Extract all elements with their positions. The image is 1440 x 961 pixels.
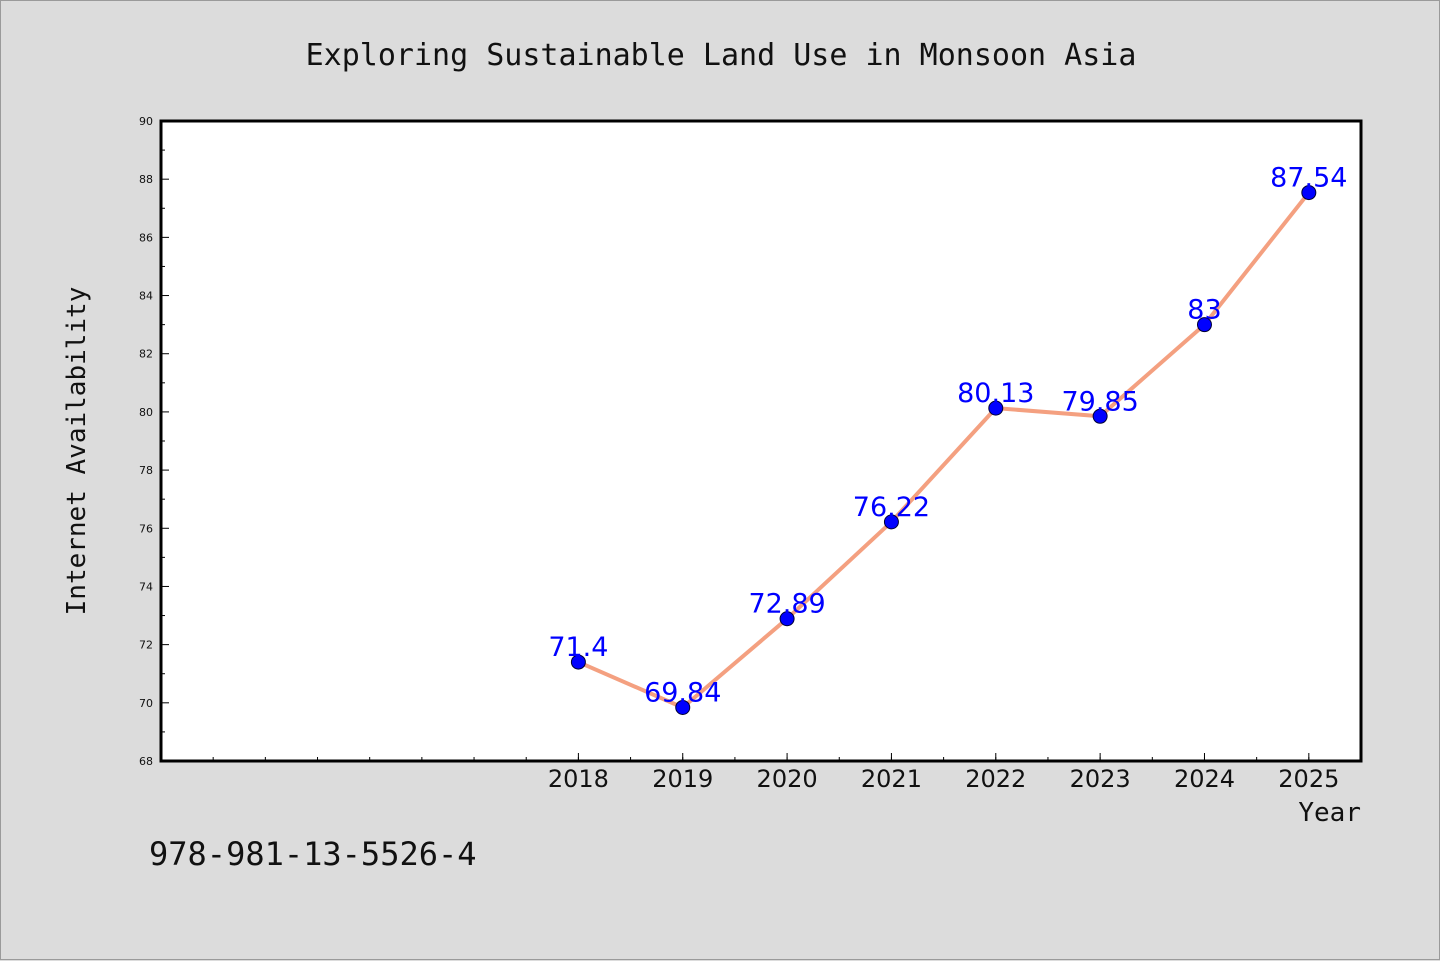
- data-label: 76.22: [853, 492, 930, 523]
- data-label: 72.89: [748, 589, 825, 620]
- data-point: [1301, 185, 1317, 201]
- x-tick-label: 2019: [652, 765, 713, 793]
- data-label: 83: [1187, 295, 1221, 326]
- series-layer: 71.4 69.84 72.89 76.22 80.13 79.85 83 87.54: [548, 163, 1347, 715]
- y-tick-label: 68: [139, 755, 153, 768]
- series-line: [576, 190, 1311, 710]
- y-tick-label: 72: [139, 639, 153, 652]
- data-label: 87.54: [1270, 163, 1347, 194]
- data-label: 80.13: [957, 378, 1034, 409]
- data-point: [883, 514, 899, 530]
- y-tick-label: 74: [139, 580, 153, 593]
- data-label: 69.84: [644, 677, 721, 708]
- data-label: 71.4: [548, 632, 608, 663]
- data-point: [570, 654, 586, 670]
- y-tick-label: 84: [139, 290, 153, 303]
- data-point: [1092, 408, 1108, 424]
- y-tick-label: 78: [139, 464, 153, 477]
- y-axis-ticks: 68 70 72 74 76 78 80 82 84 86 88 90: [139, 115, 169, 768]
- x-axis-label: Year: [1298, 798, 1361, 828]
- data-point: [779, 611, 795, 627]
- plot-area: [159, 119, 1363, 763]
- data-point: [675, 699, 691, 715]
- x-tick-label: 2021: [861, 765, 922, 793]
- x-tick-label: 2025: [1278, 765, 1339, 793]
- y-tick-label: 86: [139, 231, 153, 244]
- x-tick-label: 2024: [1174, 765, 1235, 793]
- x-tick-label: 2022: [965, 765, 1026, 793]
- x-axis-ticks: 2018 2019 2020 2021 2022 2023 2024 2025: [212, 753, 1339, 793]
- data-label: 79.85: [1061, 386, 1138, 417]
- isbn-footnote: 978-981-13-5526-4: [149, 835, 477, 873]
- y-tick-label: 88: [139, 173, 153, 186]
- y-tick-label: 82: [139, 348, 153, 361]
- chart-title: Exploring Sustainable Land Use in Monsoo…: [306, 38, 1137, 73]
- x-tick-label: 2023: [1070, 765, 1131, 793]
- x-tick-label: 2020: [757, 765, 818, 793]
- data-point: [1196, 317, 1212, 333]
- y-tick-label: 90: [139, 115, 153, 128]
- y-tick-label: 80: [139, 406, 153, 419]
- y-tick-label: 70: [139, 697, 153, 710]
- y-tick-label: 76: [139, 522, 153, 535]
- y-axis-label: Internet Availability: [62, 287, 92, 616]
- x-tick-label: 2018: [548, 765, 609, 793]
- data-point: [988, 400, 1004, 416]
